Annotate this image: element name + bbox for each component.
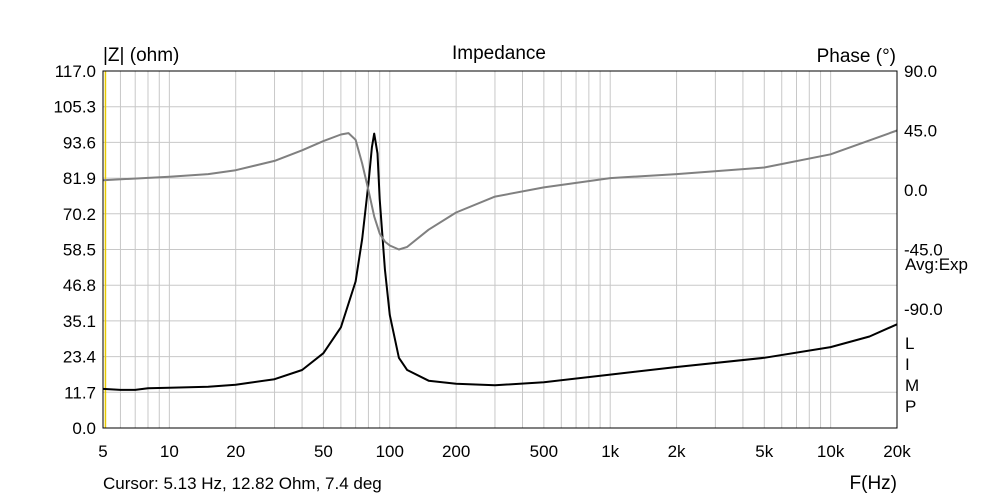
y-tick-label: 105.3 <box>53 98 96 117</box>
left-axis: 0.0 11.7 23.4 35.1 46.8 58.5 70.2 81.9 93.6 105.3… <box>53 62 96 438</box>
y-tick-label: 0.0 <box>72 419 96 438</box>
x-tick-label: 10 <box>160 442 179 461</box>
y-tick-label: 11.7 <box>64 383 96 402</box>
y-tick-label: 46.8 <box>63 276 96 295</box>
y2-tick-label: -90.0 <box>904 300 943 319</box>
average-mode-label: Avg:Exp <box>905 255 968 274</box>
y-tick-label: 117.0 <box>55 62 96 81</box>
y2-tick-label: 90.0 <box>904 62 937 81</box>
y2-tick-label: 0.0 <box>904 181 928 200</box>
side-letter: L <box>905 334 914 353</box>
right-axis-label: Phase (°) <box>817 46 896 67</box>
y-tick-label: 23.4 <box>63 348 96 367</box>
x-tick-label: 500 <box>530 442 558 461</box>
phase-curve <box>102 129 898 251</box>
y-tick-label: 81.9 <box>63 169 96 188</box>
series-layer <box>102 129 898 391</box>
y2-tick-label: 45.0 <box>904 122 937 141</box>
y2-tick-label: -45.0 <box>904 241 943 260</box>
x-tick-label: 2k <box>668 442 686 461</box>
y-tick-label: 35.1 <box>63 312 96 331</box>
x-tick-label: 20 <box>226 442 245 461</box>
y-tick-label: 93.6 <box>63 133 96 152</box>
x-tick-label: 10k <box>817 442 845 461</box>
right-axis: 90.0 45.0 0.0 -45.0 -90.0 <box>904 62 943 319</box>
cursor-readout: Cursor: 5.13 Hz, 12.82 Ohm, 7.4 deg <box>103 474 382 493</box>
side-letter: I <box>905 355 910 374</box>
side-letter: M <box>905 376 919 395</box>
plot-frame <box>102 70 898 429</box>
left-axis-label: |Z| (ohm) <box>103 45 179 66</box>
x-axis-label: F(Hz) <box>850 473 897 494</box>
y-tick-label: 58.5 <box>63 241 96 260</box>
impedance-curve <box>102 132 898 391</box>
x-axis: 5 10 20 50 100 200 500 1k 2k 5k 10k 20k <box>98 442 911 461</box>
y-tick-label: 70.2 <box>63 205 96 224</box>
x-tick-label: 100 <box>376 442 404 461</box>
x-tick-label: 200 <box>442 442 470 461</box>
grid <box>103 71 897 428</box>
x-tick-label: 20k <box>883 442 911 461</box>
x-tick-label: 5 <box>98 442 107 461</box>
x-tick-label: 50 <box>314 442 333 461</box>
chart-title: Impedance <box>452 43 546 64</box>
x-tick-label: 5k <box>755 442 773 461</box>
x-tick-label: 1k <box>601 442 619 461</box>
side-letter: P <box>905 397 916 416</box>
